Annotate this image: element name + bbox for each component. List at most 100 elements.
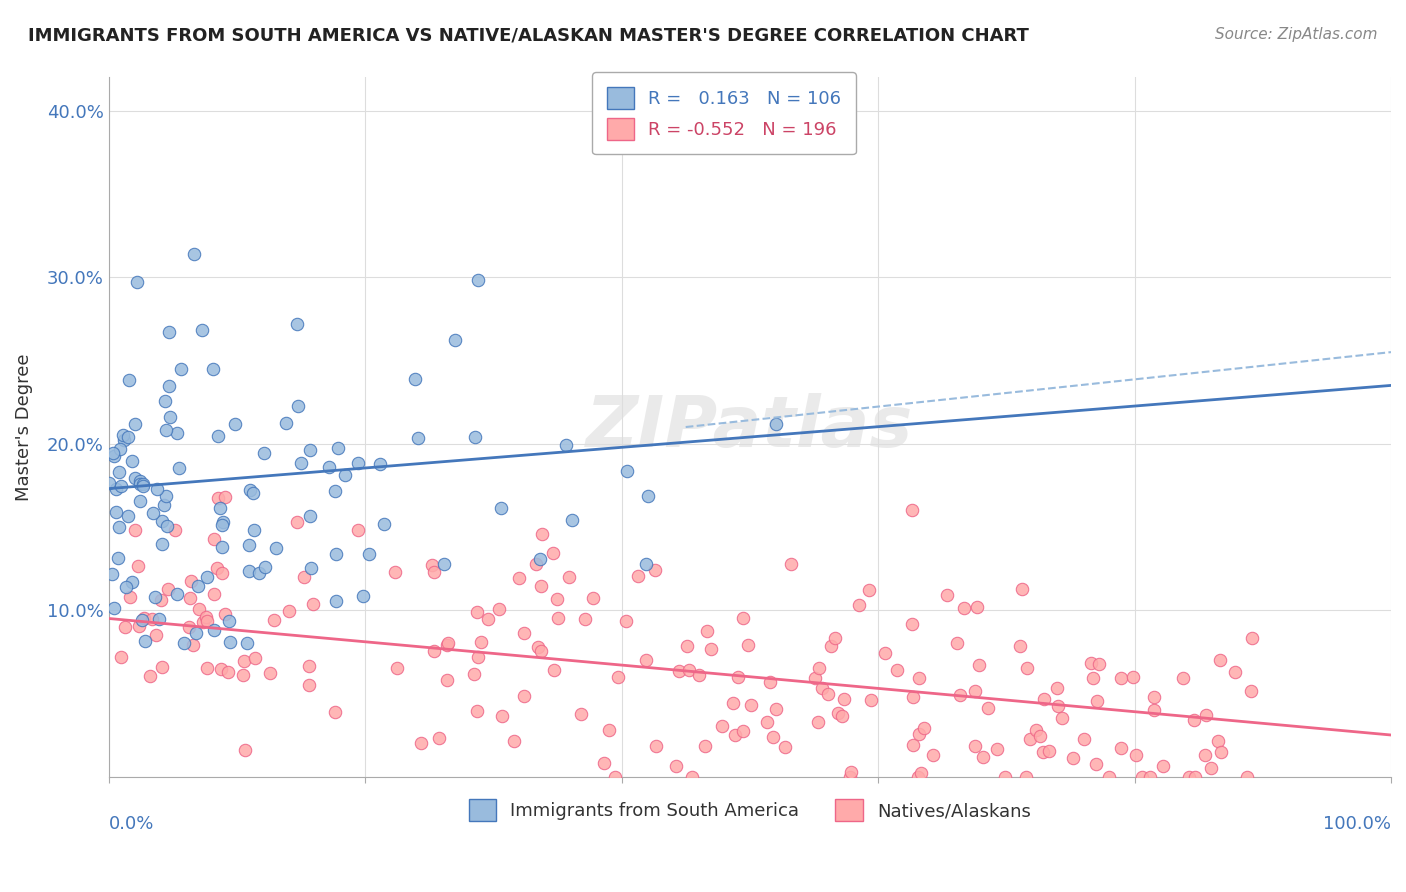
- Point: [211, 566, 233, 581]
- Point: [1029, 729, 1052, 743]
- Point: [239, 483, 262, 497]
- Point: [491, 709, 513, 723]
- Point: [98, 476, 121, 491]
- Point: [1008, 639, 1031, 653]
- Point: [1019, 731, 1042, 746]
- Point: [765, 702, 787, 716]
- Point: [146, 483, 169, 497]
- Point: [253, 559, 276, 574]
- Point: [103, 601, 125, 615]
- Point: [873, 647, 896, 661]
- Point: [1208, 653, 1230, 667]
- Point: [1080, 656, 1102, 670]
- Point: [965, 739, 987, 753]
- Point: [817, 688, 839, 702]
- Point: [108, 520, 131, 534]
- Point: [325, 594, 347, 608]
- Text: 0.0%: 0.0%: [108, 815, 155, 833]
- Point: [263, 613, 285, 627]
- Point: [831, 709, 853, 723]
- Point: [1209, 746, 1232, 760]
- Point: [1111, 741, 1133, 756]
- Point: [820, 639, 842, 653]
- Point: [808, 661, 831, 675]
- Point: [824, 631, 846, 645]
- Point: [803, 671, 825, 685]
- Point: [292, 569, 315, 583]
- Point: [901, 617, 924, 632]
- Point: [592, 756, 614, 770]
- Point: [124, 523, 146, 537]
- Point: [1125, 748, 1147, 763]
- Point: [121, 574, 143, 589]
- Point: [755, 714, 778, 729]
- Point: [1182, 713, 1205, 727]
- Point: [145, 628, 167, 642]
- Point: [1073, 732, 1095, 747]
- Point: [1171, 671, 1194, 685]
- Point: [318, 459, 340, 474]
- Point: [910, 766, 932, 780]
- Point: [1194, 748, 1216, 763]
- Point: [212, 516, 235, 530]
- Point: [1047, 699, 1070, 714]
- Point: [561, 513, 583, 527]
- Point: [406, 431, 429, 445]
- Point: [710, 719, 733, 733]
- Point: [901, 503, 924, 517]
- Point: [557, 570, 579, 584]
- Point: [1240, 631, 1263, 645]
- Point: [994, 770, 1017, 784]
- Point: [205, 561, 228, 575]
- Point: [946, 635, 969, 649]
- Point: [195, 615, 218, 629]
- Point: [773, 740, 796, 755]
- Point: [807, 714, 830, 729]
- Point: [731, 724, 754, 739]
- Point: [264, 541, 287, 556]
- Point: [626, 569, 648, 583]
- Point: [634, 653, 657, 667]
- Point: [1178, 770, 1201, 784]
- Point: [165, 524, 187, 538]
- Point: [134, 634, 156, 648]
- Point: [173, 636, 195, 650]
- Point: [411, 736, 433, 750]
- Point: [274, 417, 297, 431]
- Point: [117, 430, 139, 444]
- Point: [242, 486, 264, 500]
- Point: [543, 663, 565, 677]
- Point: [529, 552, 551, 566]
- Point: [179, 591, 201, 605]
- Point: [436, 638, 458, 652]
- Point: [420, 558, 443, 573]
- Point: [547, 611, 569, 625]
- Point: [148, 612, 170, 626]
- Point: [118, 373, 141, 387]
- Point: [224, 417, 246, 432]
- Point: [555, 438, 578, 452]
- Point: [1032, 692, 1054, 706]
- Point: [278, 604, 301, 618]
- Y-axis label: Master's Degree: Master's Degree: [15, 353, 32, 500]
- Point: [512, 626, 534, 640]
- Point: [104, 505, 127, 519]
- Point: [427, 731, 450, 745]
- Point: [502, 734, 524, 748]
- Point: [907, 672, 929, 686]
- Point: [1236, 770, 1258, 784]
- Point: [724, 727, 747, 741]
- Point: [614, 614, 637, 628]
- Point: [740, 698, 762, 713]
- Point: [208, 501, 231, 516]
- Point: [678, 664, 700, 678]
- Point: [529, 579, 551, 593]
- Point: [1142, 690, 1164, 705]
- Point: [114, 620, 136, 634]
- Point: [1109, 671, 1132, 685]
- Point: [117, 508, 139, 523]
- Point: [935, 588, 957, 602]
- Point: [952, 601, 974, 615]
- Point: [111, 427, 134, 442]
- Point: [153, 394, 176, 409]
